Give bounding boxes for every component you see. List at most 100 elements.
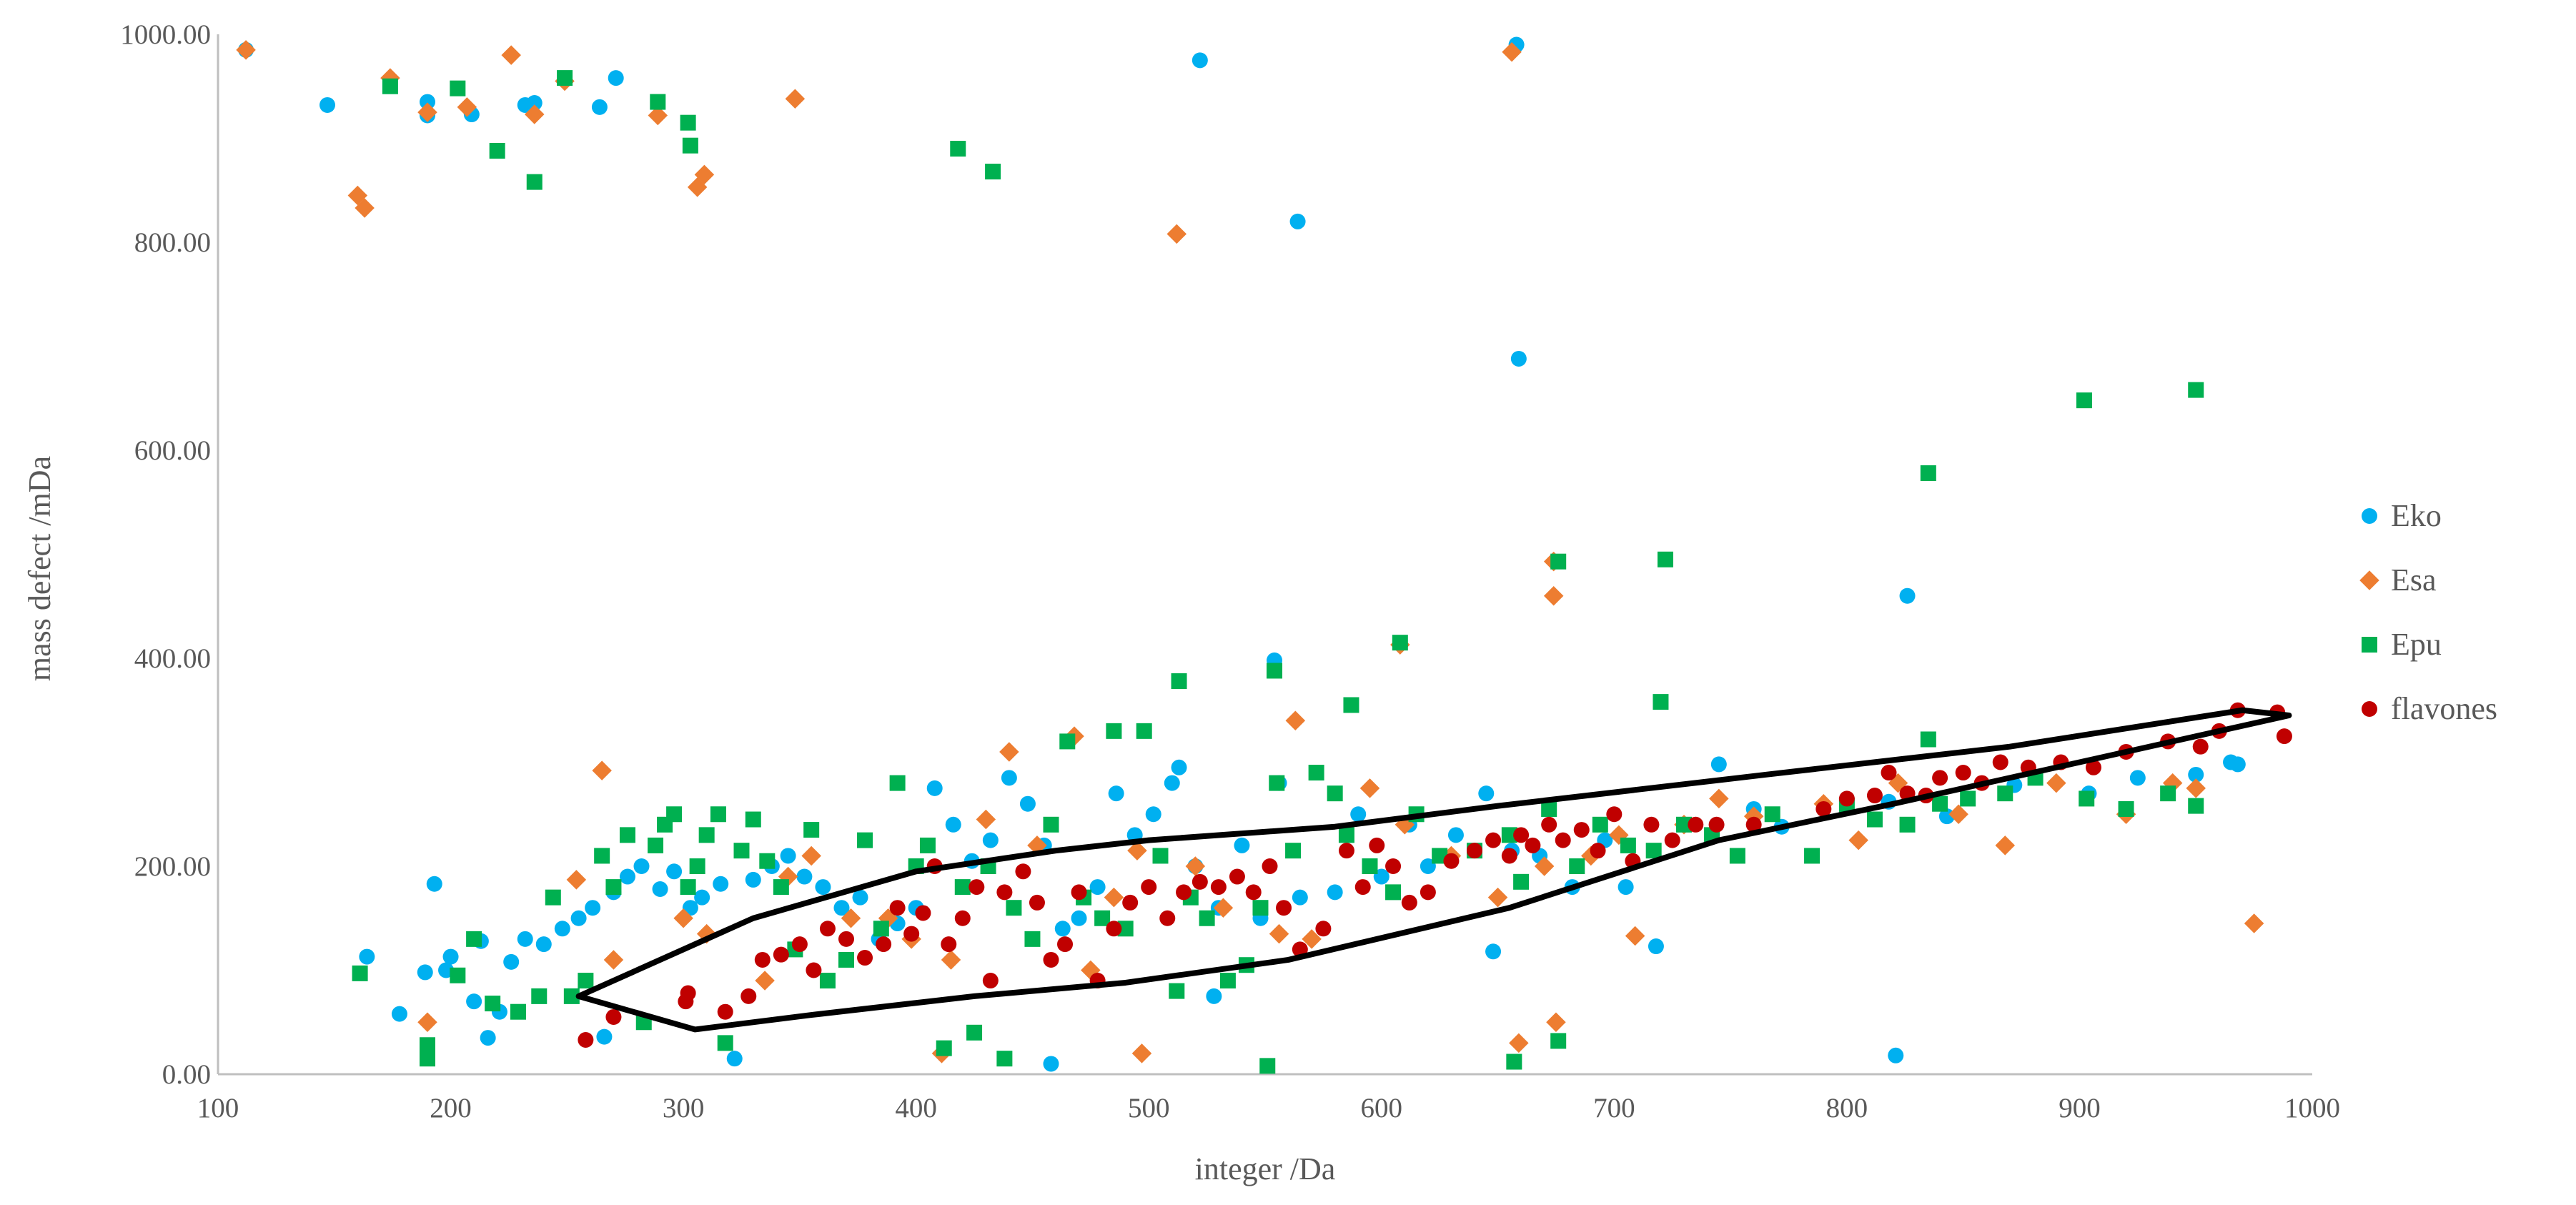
data-point [755, 971, 775, 991]
data-point [1259, 1058, 1276, 1074]
data-point [1213, 898, 1234, 918]
data-point [1881, 765, 1897, 781]
data-point [954, 910, 971, 926]
data-point [1385, 884, 1402, 901]
data-point [680, 879, 696, 896]
data-point [554, 921, 570, 937]
data-point [319, 96, 336, 113]
data-point [1513, 827, 1530, 843]
data-point [1192, 873, 1208, 890]
data-point [666, 806, 683, 823]
data-point [819, 921, 836, 937]
data-point [969, 879, 985, 896]
data-point [941, 950, 961, 970]
data-point [648, 105, 668, 126]
data-point [919, 837, 936, 853]
data-point [545, 889, 561, 906]
x-tick-label: 1000 [2284, 1093, 2340, 1124]
data-point [791, 936, 808, 953]
data-point [1141, 879, 1157, 896]
data-point [1606, 806, 1623, 823]
data-point [1267, 663, 1283, 679]
y-tick-labels: 0.00 200.00 400.00 600.00 800.00 1000.00 [120, 19, 211, 1090]
data-point [648, 837, 664, 853]
data-point [1169, 983, 1185, 999]
data-point [1447, 827, 1464, 843]
data-point [1159, 910, 1176, 926]
series-eko [238, 36, 2246, 1072]
data-point [1618, 879, 1634, 896]
data-point [915, 905, 931, 921]
data-point [1262, 858, 1278, 874]
data-point [2244, 913, 2264, 933]
data-point [976, 809, 996, 830]
data-point [1510, 350, 1527, 367]
data-point [650, 94, 666, 110]
data-point [450, 967, 466, 983]
data-point [745, 871, 761, 888]
data-point [1071, 884, 1087, 901]
data-point [1171, 759, 1187, 775]
data-point [1657, 551, 1673, 567]
data-point [838, 931, 854, 947]
y-tick-label: 1000.00 [120, 19, 211, 50]
data-point [591, 99, 608, 115]
data-point [1569, 858, 1585, 874]
data-point [1573, 822, 1590, 838]
series-epu [352, 70, 2204, 1074]
data-point [1485, 943, 1502, 960]
flavone-region-outline [575, 707, 2292, 1033]
y-tick-label: 200.00 [134, 851, 211, 882]
data-point [585, 900, 601, 916]
data-point [1327, 884, 1343, 901]
data-point [754, 951, 771, 968]
data-point [680, 985, 696, 1001]
data-point [1478, 785, 1495, 802]
data-point [1592, 816, 1608, 833]
data-point [531, 988, 548, 1004]
data-point [1888, 1047, 1904, 1063]
data-point [1145, 806, 1161, 823]
y-tick-label: 800.00 [134, 227, 211, 258]
data-point [1127, 840, 1147, 861]
data-point [999, 742, 1019, 762]
x-axis-title: integer /Da [1195, 1151, 1336, 1186]
data-point [417, 1012, 437, 1032]
data-point [2188, 382, 2204, 398]
data-point [1710, 756, 1727, 773]
data-point [1960, 790, 1976, 807]
data-point [806, 962, 822, 978]
data-point [1866, 811, 1883, 828]
data-point [2188, 798, 2204, 814]
data-point [698, 827, 715, 843]
data-point [2188, 766, 2204, 783]
data-point [1487, 887, 1508, 908]
x-tick-label: 300 [663, 1093, 705, 1124]
data-point [426, 876, 442, 892]
data-point [666, 863, 683, 880]
data-point [1285, 843, 1302, 859]
data-point [833, 900, 850, 916]
data-point [1648, 938, 1664, 955]
data-point [1308, 765, 1324, 781]
data-point [1089, 879, 1106, 896]
x-tick-label: 800 [1826, 1093, 1868, 1124]
data-point [1338, 843, 1354, 859]
data-point [1289, 213, 1306, 229]
data-point [1106, 921, 1122, 937]
data-point [1269, 775, 1285, 791]
data-point [501, 45, 521, 65]
data-point [1534, 856, 1555, 876]
data-point [996, 884, 1013, 901]
data-point [603, 950, 624, 970]
data-point [1764, 806, 1780, 823]
data-point [1059, 733, 1076, 750]
data-point [857, 950, 873, 966]
data-point [1057, 936, 1074, 953]
data-point [570, 910, 587, 926]
y-tick-label: 600.00 [134, 435, 211, 466]
data-point [466, 931, 482, 947]
data-point [1920, 731, 1936, 748]
data-point [2160, 785, 2176, 802]
